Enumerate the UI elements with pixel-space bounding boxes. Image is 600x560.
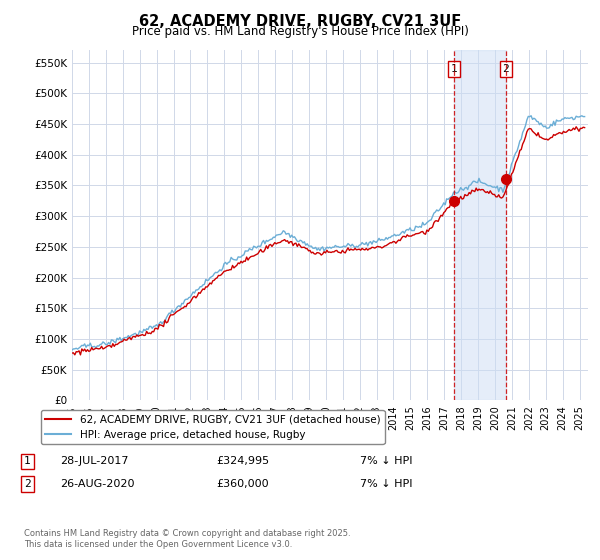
Text: 2: 2	[24, 479, 31, 489]
Text: 1: 1	[24, 456, 31, 466]
Text: 7% ↓ HPI: 7% ↓ HPI	[360, 479, 413, 489]
Text: 2: 2	[503, 64, 509, 74]
Text: 1: 1	[451, 64, 457, 74]
Text: 7% ↓ HPI: 7% ↓ HPI	[360, 456, 413, 466]
Text: Contains HM Land Registry data © Crown copyright and database right 2025.
This d: Contains HM Land Registry data © Crown c…	[24, 529, 350, 549]
Legend: 62, ACADEMY DRIVE, RUGBY, CV21 3UF (detached house), HPI: Average price, detache: 62, ACADEMY DRIVE, RUGBY, CV21 3UF (deta…	[41, 410, 385, 444]
Text: Price paid vs. HM Land Registry's House Price Index (HPI): Price paid vs. HM Land Registry's House …	[131, 25, 469, 38]
Bar	[454, 50, 506, 400]
Text: £324,995: £324,995	[216, 456, 269, 466]
Text: 62, ACADEMY DRIVE, RUGBY, CV21 3UF: 62, ACADEMY DRIVE, RUGBY, CV21 3UF	[139, 14, 461, 29]
Text: 26-AUG-2020: 26-AUG-2020	[60, 479, 134, 489]
Text: £360,000: £360,000	[216, 479, 269, 489]
Text: 28-JUL-2017: 28-JUL-2017	[60, 456, 128, 466]
